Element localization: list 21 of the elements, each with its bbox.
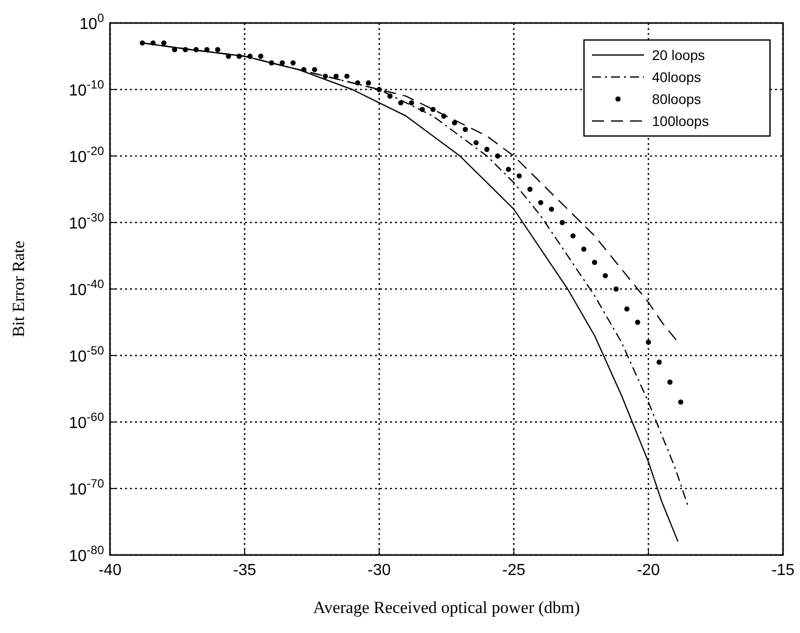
x-tick-label: -35: [233, 562, 256, 579]
x-tick-label: -30: [368, 562, 391, 579]
legend-label: 100loops: [652, 113, 709, 129]
y-tick-label: 10$^{-40}$: [68, 277, 104, 299]
x-tick-label: -25: [502, 562, 526, 579]
y-tick-label: 10$^{-70}$: [68, 476, 104, 498]
x-tick-label: -15: [771, 562, 795, 579]
legend-label: 20 loops: [652, 47, 705, 63]
x-tick-label: -20: [636, 562, 660, 579]
x-tick-label: -40: [98, 562, 122, 579]
legend-label: 40loops: [652, 69, 702, 85]
x-axis-title: Average Received optical power (dbm): [313, 598, 580, 617]
y-axis-title: Bit Error Rate: [9, 240, 28, 338]
y-tick-label: 10$^{-30}$: [68, 210, 104, 232]
y-tick-label: 10$^{-60}$: [68, 410, 104, 432]
y-tick-label: 10$^{-80}$: [68, 543, 104, 565]
y-tick-label: 10$^{-10}$: [68, 78, 104, 100]
y-tick-label: 10$^{-50}$: [68, 344, 104, 366]
y-tick-label: 10$^{0}$: [80, 11, 104, 33]
legend-label: 80loops: [652, 91, 702, 107]
y-tick-label: 10$^{-20}$: [68, 144, 104, 166]
